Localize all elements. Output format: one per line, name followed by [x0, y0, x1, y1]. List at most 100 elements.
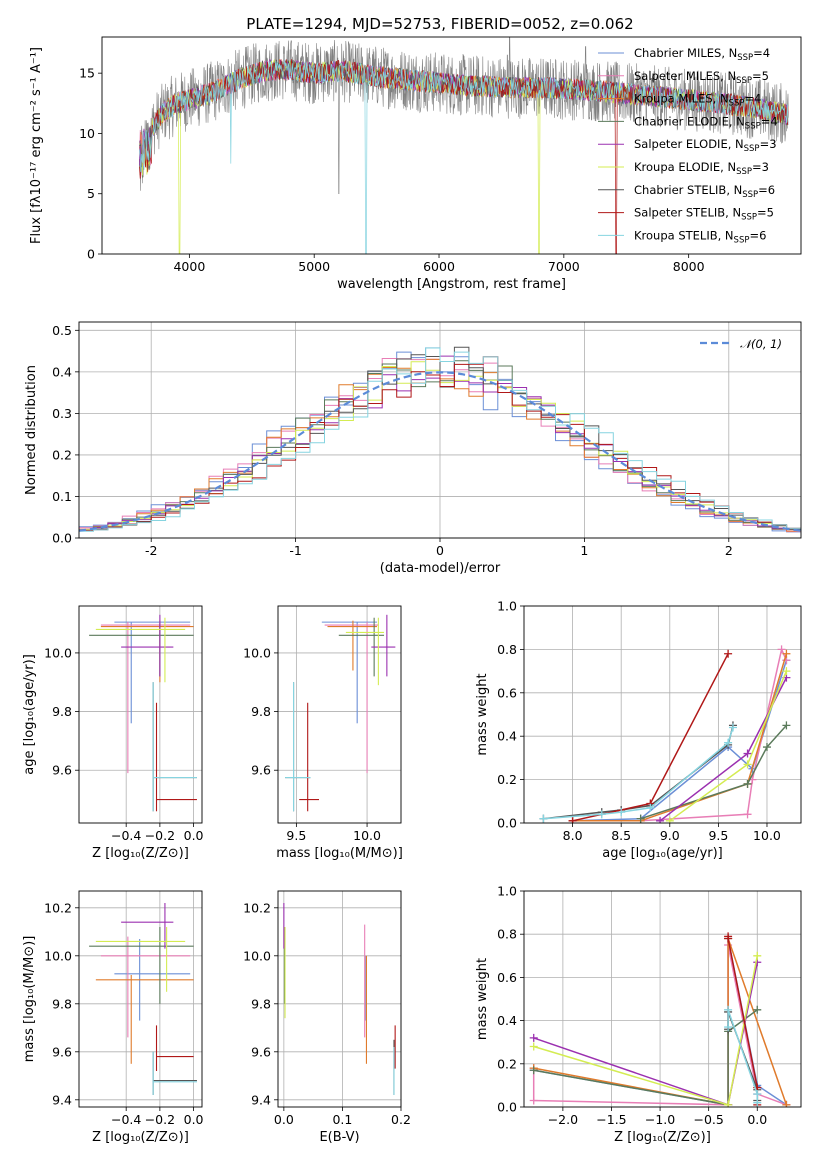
legend-label-salpeter-miles: Salpeter MILES, NSSP=5 — [634, 69, 769, 86]
x-tick-label: 0 — [436, 543, 444, 558]
point-marker-kroupa-stelib — [724, 1023, 733, 1032]
x-tick-label: 5000 — [298, 259, 330, 274]
x-tick-label: 9.0 — [660, 828, 680, 843]
residuals-panel: -2 -1 0 1 2 0.0 0.1 0.2 0.3 0.4 0.5 (data-model)/er… — [24, 321, 802, 576]
mass-vs-metallicity-panel: −0.4 −0.2 0.0 9.4 9.6 9.8 10.0 10.2 Z [log₁₀(Z/Z… — [22, 890, 204, 1145]
x-tick-label: 0.0 — [184, 828, 204, 843]
series-kroupa-stelib — [139, 59, 789, 254]
x-axis-label: Z [log₁₀(Z/Z⊙)] — [92, 1130, 189, 1145]
point-marker-chabrier-elodie — [762, 743, 771, 752]
plot-area — [139, 37, 789, 254]
y-tick-label: 9.6 — [52, 1044, 72, 1059]
x-tick-label: 7000 — [548, 259, 580, 274]
series-line-kroupa-stelib — [543, 727, 734, 820]
legend-label-salpeter-stelib: Salpeter STELIB, NSSP=5 — [634, 206, 774, 223]
x-axis-label: mass [log₁₀(M/M⊙)] — [276, 846, 403, 861]
y-tick-label: 15 — [79, 66, 95, 81]
x-tick-label: −0.4 — [111, 1112, 141, 1127]
axes-frame — [78, 605, 203, 824]
series-line-chabrier-elodie — [533, 1009, 758, 1106]
x-tick-label: 0.0 — [184, 1112, 204, 1127]
point-marker-salpeter-miles — [529, 1096, 538, 1105]
y-tick-label: 9.6 — [251, 1044, 271, 1059]
axes-frame — [101, 36, 802, 255]
y-tick-label: 10.0 — [243, 948, 271, 963]
y-tick-label: 0.3 — [52, 406, 72, 421]
x-tick-label: 8000 — [673, 259, 705, 274]
point-marker-kroupa-stelib — [646, 803, 655, 812]
y-tick-label: 0.0 — [52, 531, 72, 546]
y-tick-label: 10.0 — [44, 645, 72, 660]
x-tick-label: 6000 — [423, 259, 455, 274]
figure-title: PLATE=1294, MJD=52753, FIBERID=0052, z=0… — [246, 15, 633, 33]
point-marker-kroupa-elodie — [665, 816, 674, 823]
point-marker-salpeter-elodie — [529, 1033, 538, 1042]
point-marker-kroupa-elodie — [782, 667, 791, 676]
x-tick-label: -1 — [289, 543, 301, 558]
y-tick-label: 9.4 — [251, 1092, 271, 1107]
mass-weight-vs-metallicity-panel: −2.0 −1.5 −1.0 −0.5 0.0 0.0 0.2 0.4 0.6 0.8 1.0 Z [… — [475, 884, 802, 1145]
point-marker-kroupa-stelib — [597, 810, 606, 819]
point-marker-salpeter-elodie — [743, 749, 752, 758]
y-axis-label: mass weight — [475, 673, 490, 755]
y-tick-label: 0.2 — [497, 1056, 517, 1071]
legend-label-kroupa-miles: Kroupa MILES, NSSP=4 — [634, 92, 761, 109]
point-marker-salpeter-elodie — [656, 816, 665, 823]
point-marker-kroupa-miles — [782, 1100, 791, 1107]
y-tick-label: 0.0 — [497, 816, 517, 831]
point-marker-kroupa-elodie — [743, 760, 752, 769]
x-tick-label: -2 — [145, 543, 157, 558]
legend-label-kroupa-elodie: Kroupa ELODIE, NSSP=3 — [634, 160, 769, 177]
point-marker-salpeter-miles — [743, 810, 752, 819]
x-tick-label: 2 — [725, 543, 733, 558]
y-tick-label: 10.0 — [44, 948, 72, 963]
point-marker-kroupa-stelib — [724, 1005, 733, 1014]
plot-area — [79, 346, 801, 535]
axes-frame — [523, 605, 802, 824]
plot-area — [89, 614, 197, 812]
y-tick-label: 9.6 — [52, 763, 72, 778]
y-tick-label: 9.4 — [52, 1092, 72, 1107]
y-axis-label: age [log₁₀(age/yr)] — [22, 654, 37, 775]
series-line-chabrier-elodie — [640, 724, 787, 820]
y-tick-label: 0.2 — [52, 447, 72, 462]
plot-area — [285, 614, 396, 812]
point-marker-salpeter-stelib — [724, 649, 733, 658]
x-axis-label: wavelength [Angstrom, rest frame] — [337, 277, 566, 292]
y-tick-label: 10 — [79, 126, 95, 141]
x-tick-label: −1.5 — [596, 1112, 626, 1127]
series-line-kroupa-elodie — [533, 955, 759, 1106]
y-axis-label: Flux [fλ10⁻¹⁷ erg cm⁻² s⁻¹ A⁻¹] — [29, 47, 44, 244]
series-line-chabrier-stelib — [543, 725, 734, 820]
y-tick-label: 9.8 — [52, 996, 72, 1011]
x-tick-label: 4000 — [173, 259, 205, 274]
y-tick-label: 0.2 — [497, 772, 517, 787]
y-axis-label: mass weight — [475, 958, 490, 1040]
point-marker-chabrier-elodie — [529, 1066, 538, 1075]
y-tick-label: 10.0 — [243, 645, 271, 660]
y-tick-label: 9.8 — [52, 704, 72, 719]
legend-label-chabrier-miles: Chabrier MILES, NSSP=4 — [634, 46, 770, 63]
age-vs-mass-panel: 9.5 10.0 9.6 9.8 10.0 mass [log₁₀(M/M⊙)] — [243, 605, 403, 861]
plot-area — [529, 932, 791, 1107]
y-tick-label: 0.8 — [497, 642, 517, 657]
axes-frame — [523, 890, 802, 1108]
point-marker-kroupa-elodie — [529, 1042, 538, 1051]
y-tick-label: 0.8 — [497, 927, 517, 942]
legend-label-kroupa-stelib: Kroupa STELIB, NSSP=6 — [634, 228, 766, 245]
legend-label-salpeter-elodie: Salpeter ELODIE, NSSP=3 — [634, 137, 777, 154]
y-tick-label: 0.4 — [497, 729, 517, 744]
x-tick-label: 0.2 — [391, 1112, 411, 1127]
series-observed-spectrum — [139, 37, 789, 194]
y-tick-label: 9.6 — [251, 763, 271, 778]
mass-vs-extinction-panel: 0.0 0.1 0.2 9.4 9.6 9.8 10.0 10.2 E(B-V) — [243, 890, 411, 1145]
x-tick-label: 0.1 — [332, 1112, 352, 1127]
point-marker-chabrier-elodie — [743, 779, 752, 788]
y-tick-label: 0.4 — [497, 1013, 517, 1028]
point-marker-kroupa-stelib — [617, 808, 626, 817]
x-tick-label: −0.2 — [145, 1112, 175, 1127]
axes-frame — [78, 321, 802, 539]
x-axis-label: age [log₁₀(age/yr)] — [602, 846, 723, 861]
point-marker-chabrier-elodie — [636, 814, 645, 823]
